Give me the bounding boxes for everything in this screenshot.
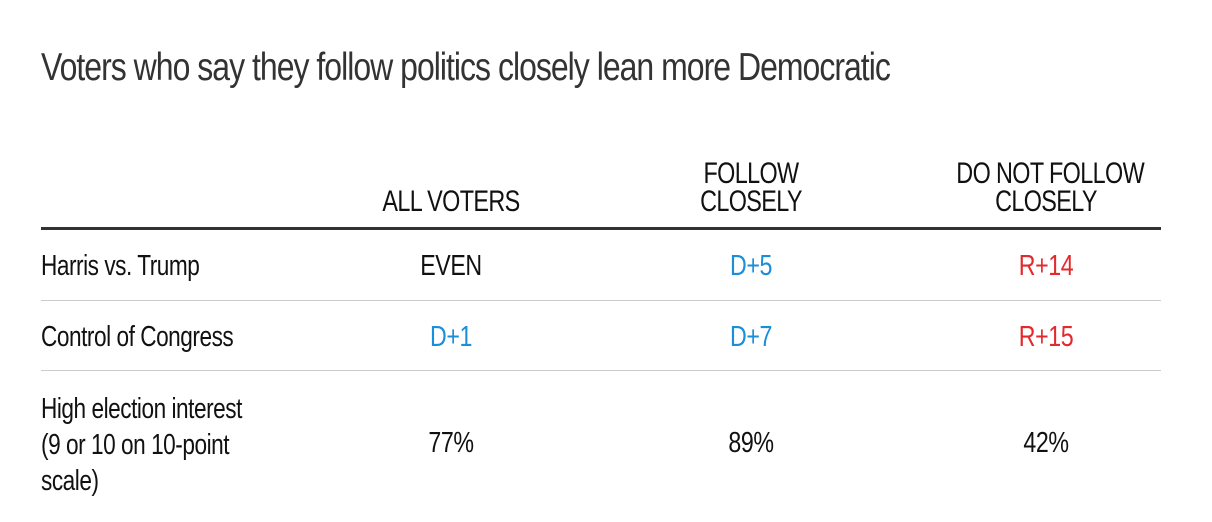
table-row: Harris vs. Trump EVEN D+5 R+14 <box>41 230 1161 301</box>
column-header-all-voters: ALL VOTERS <box>382 185 520 218</box>
table-row: High election interest (9 or 10 on 10-po… <box>41 371 1161 501</box>
cell-value: D+1 <box>429 321 472 353</box>
table-header: ALL VOTERS FOLLOW CLOSELY DO NOT FOLLOW CL… <box>41 150 1161 218</box>
cell-value: D+5 <box>729 250 772 282</box>
cell-value: D+7 <box>729 321 772 353</box>
header-divider <box>41 227 1161 230</box>
cell-value: R+14 <box>1018 250 1074 282</box>
cell-value: EVEN <box>420 250 482 282</box>
cell-value: 77% <box>428 427 474 459</box>
row-label: High election interest (9 or 10 on 10-po… <box>41 393 242 497</box>
table-row: Control of Congress D+1 D+7 R+15 <box>41 301 1161 371</box>
column-header-follow-closely: FOLLOW CLOSELY <box>700 157 802 218</box>
column-header-do-not-follow-closely: DO NOT FOLLOW CLOSELY <box>956 157 1145 218</box>
cell-value: 89% <box>728 427 774 459</box>
cell-value: 42% <box>1023 427 1069 459</box>
cell-value: R+15 <box>1018 321 1074 353</box>
row-label: Control of Congress <box>41 321 234 353</box>
chart-title: Voters who say they follow politics clos… <box>41 46 891 89</box>
row-label: Harris vs. Trump <box>41 250 200 282</box>
